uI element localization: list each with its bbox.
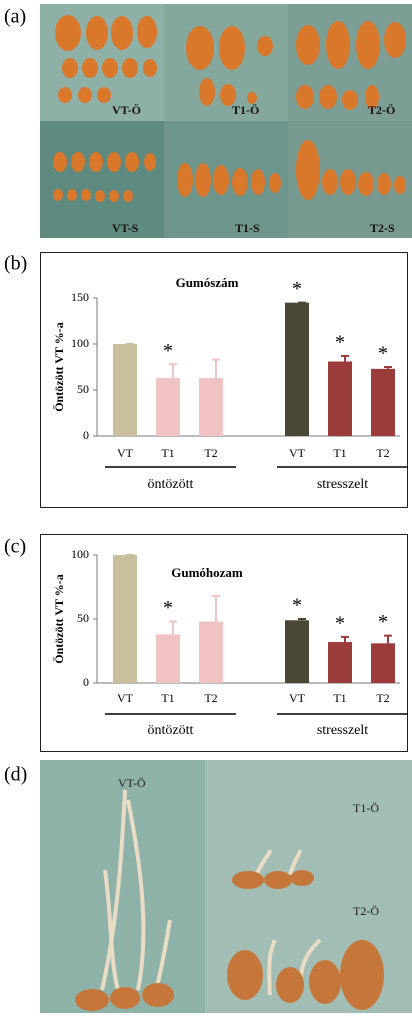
bar (285, 620, 309, 683)
group-label: öntözött (148, 477, 194, 492)
significance-mark: * (163, 340, 173, 362)
photo (40, 121, 164, 238)
y-axis-label: Öntözött VT %-a (52, 322, 66, 412)
significance-mark: * (378, 611, 388, 633)
bar (371, 369, 395, 436)
photo-grid (40, 4, 412, 238)
photo-label: T2-S (370, 221, 395, 235)
bar (156, 378, 180, 436)
bar (113, 344, 137, 436)
chart-title: Gumószám (176, 275, 239, 290)
y-tick-label: 150 (71, 290, 89, 304)
panel-label: (d) (4, 764, 27, 786)
bar (371, 643, 395, 683)
x-tick-label: T2 (376, 446, 389, 460)
panel-label: (b) (4, 253, 27, 275)
y-tick-label: 50 (77, 611, 89, 625)
y-tick-label: 0 (83, 675, 89, 689)
photo-label: T1-Ö (232, 103, 259, 117)
group-label: stresszelt (317, 477, 368, 492)
significance-mark: * (378, 343, 388, 365)
x-tick-label: T2 (204, 446, 217, 460)
photo-label: VT-Ö (118, 776, 146, 790)
x-tick-label: VT (289, 691, 306, 705)
x-tick-label: T1 (333, 446, 346, 460)
x-tick-label: T1 (161, 691, 174, 705)
bar (199, 622, 223, 683)
chart-frames (41, 253, 408, 752)
bar (113, 555, 137, 683)
photo-label: VT-S (112, 221, 139, 235)
significance-mark: * (292, 278, 302, 300)
significance-mark: * (163, 597, 173, 619)
significance-mark: * (335, 613, 345, 635)
significance-mark: * (335, 332, 345, 354)
bar (156, 634, 180, 683)
x-tick-label: VT (117, 446, 134, 460)
photo-label: T2-Ö (353, 904, 379, 918)
photo-label: T2-Ö (368, 103, 395, 117)
x-tick-label: T2 (376, 691, 389, 705)
group-label: stresszelt (317, 723, 368, 738)
photo-sprouts (40, 760, 412, 1013)
x-tick-label: T1 (333, 691, 346, 705)
panel-label: (c) (4, 536, 26, 558)
x-tick-label: VT (289, 446, 306, 460)
page: (a) (b) (c) (d) VT-Ö T1-Ö T2-Ö VT-S T1-S… (0, 0, 412, 1015)
panel-label: (a) (4, 6, 26, 28)
photo-label: T1-S (235, 221, 260, 235)
group-label: öntözött (148, 723, 194, 738)
figure: (a) (b) (c) (d) VT-Ö T1-Ö T2-Ö VT-S T1-S… (0, 0, 412, 1015)
significance-mark: * (292, 595, 302, 617)
photo-label: T1-Ö (353, 801, 379, 815)
x-tick-label: T1 (161, 446, 174, 460)
bar (328, 642, 352, 683)
y-tick-label: 0 (83, 428, 89, 442)
chart-frame (41, 253, 408, 508)
photo-label: VT-Ö (112, 103, 141, 117)
bar (285, 303, 309, 436)
y-tick-label: 50 (77, 382, 89, 396)
x-tick-label: T2 (204, 691, 217, 705)
y-tick-label: 100 (71, 336, 89, 350)
y-tick-label: 100 (71, 547, 89, 561)
bar (199, 378, 223, 436)
chart-title: Gumóhozam (171, 565, 243, 580)
y-axis-label: Öntözött VT %-a (52, 574, 66, 664)
x-tick-label: VT (117, 691, 134, 705)
bar (328, 361, 352, 436)
